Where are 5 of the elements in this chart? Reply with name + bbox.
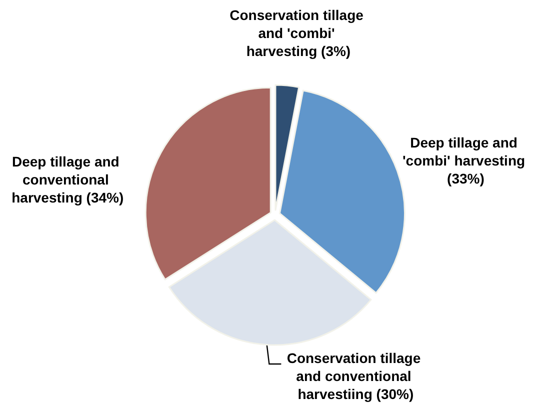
data-label: (33%) bbox=[447, 170, 484, 186]
slice-label: Deep tillage and 'combi' harvesting bbox=[402, 134, 529, 168]
slice-label: Conservation tillage and 'combi' harvesting (3%) bbox=[230, 7, 368, 60]
slice-label: Deep tillage and conventional harvesting (34%) bbox=[12, 154, 124, 206]
slice-label: Conservation tillage and conventional harvestiing (30%) bbox=[286, 350, 425, 402]
